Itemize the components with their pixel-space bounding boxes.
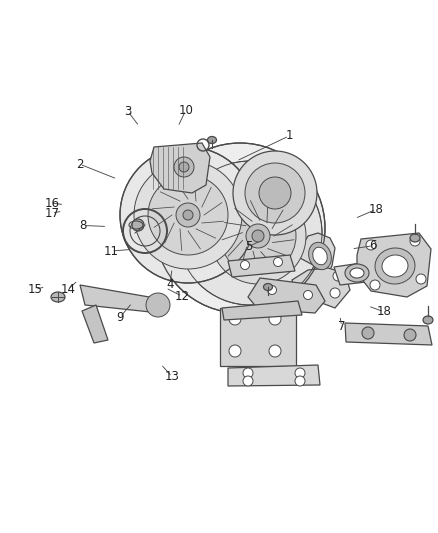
Circle shape	[243, 368, 253, 378]
Circle shape	[146, 293, 170, 317]
Ellipse shape	[410, 234, 420, 242]
Circle shape	[410, 236, 420, 246]
Text: 17: 17	[44, 207, 59, 220]
Polygon shape	[300, 233, 335, 273]
Circle shape	[366, 240, 376, 250]
Circle shape	[132, 219, 144, 231]
Text: 9: 9	[116, 311, 124, 324]
Polygon shape	[334, 262, 375, 285]
Ellipse shape	[375, 248, 415, 284]
Text: 8: 8	[80, 219, 87, 232]
Text: 12: 12	[175, 290, 190, 303]
Circle shape	[273, 257, 283, 266]
Circle shape	[134, 161, 242, 269]
Polygon shape	[357, 233, 431, 297]
Circle shape	[148, 175, 228, 255]
Ellipse shape	[51, 292, 65, 302]
Circle shape	[243, 376, 253, 386]
Circle shape	[240, 261, 250, 270]
Circle shape	[269, 345, 281, 357]
Circle shape	[220, 198, 296, 274]
Ellipse shape	[345, 264, 369, 282]
Polygon shape	[292, 268, 350, 308]
Ellipse shape	[147, 180, 209, 240]
Ellipse shape	[153, 186, 203, 234]
Text: 13: 13	[165, 370, 180, 383]
Text: 2: 2	[76, 158, 84, 171]
Circle shape	[362, 327, 374, 339]
Circle shape	[295, 368, 305, 378]
Text: 14: 14	[60, 283, 75, 296]
Text: 16: 16	[44, 197, 59, 209]
Text: 15: 15	[28, 283, 42, 296]
Circle shape	[252, 230, 264, 242]
Circle shape	[246, 224, 270, 248]
Circle shape	[303, 293, 313, 303]
Ellipse shape	[309, 243, 332, 270]
Circle shape	[210, 188, 306, 284]
Text: 1: 1	[285, 130, 293, 142]
Circle shape	[269, 313, 281, 325]
Circle shape	[416, 274, 426, 284]
Polygon shape	[150, 143, 210, 193]
Text: 7: 7	[338, 320, 346, 333]
Polygon shape	[345, 323, 432, 345]
Text: 3: 3	[124, 105, 131, 118]
Text: 5: 5	[246, 240, 253, 253]
Polygon shape	[220, 308, 296, 366]
Circle shape	[155, 143, 325, 313]
Polygon shape	[248, 278, 325, 313]
Circle shape	[268, 286, 276, 295]
Text: 11: 11	[104, 245, 119, 257]
Ellipse shape	[350, 268, 364, 278]
Circle shape	[179, 162, 189, 172]
Polygon shape	[80, 285, 160, 313]
Circle shape	[304, 290, 312, 300]
Text: 4: 4	[166, 278, 174, 290]
Circle shape	[333, 271, 343, 281]
Circle shape	[176, 203, 200, 227]
Circle shape	[259, 177, 291, 209]
Circle shape	[183, 210, 193, 220]
Text: 6: 6	[369, 239, 377, 252]
Text: 10: 10	[178, 104, 193, 117]
Circle shape	[233, 151, 317, 235]
Ellipse shape	[423, 316, 433, 324]
Circle shape	[229, 345, 241, 357]
Polygon shape	[228, 255, 295, 277]
Circle shape	[229, 313, 241, 325]
Circle shape	[295, 376, 305, 386]
Ellipse shape	[208, 136, 216, 143]
Circle shape	[404, 329, 416, 341]
Text: 18: 18	[368, 203, 383, 216]
Circle shape	[330, 288, 340, 298]
Ellipse shape	[382, 255, 408, 277]
Ellipse shape	[264, 284, 272, 290]
Polygon shape	[228, 365, 320, 386]
Circle shape	[178, 161, 322, 305]
Circle shape	[245, 163, 305, 223]
Text: 18: 18	[377, 305, 392, 318]
Ellipse shape	[313, 247, 327, 265]
Polygon shape	[222, 301, 302, 320]
Circle shape	[174, 157, 194, 177]
Circle shape	[370, 280, 380, 290]
Polygon shape	[82, 305, 108, 343]
Circle shape	[120, 147, 256, 283]
